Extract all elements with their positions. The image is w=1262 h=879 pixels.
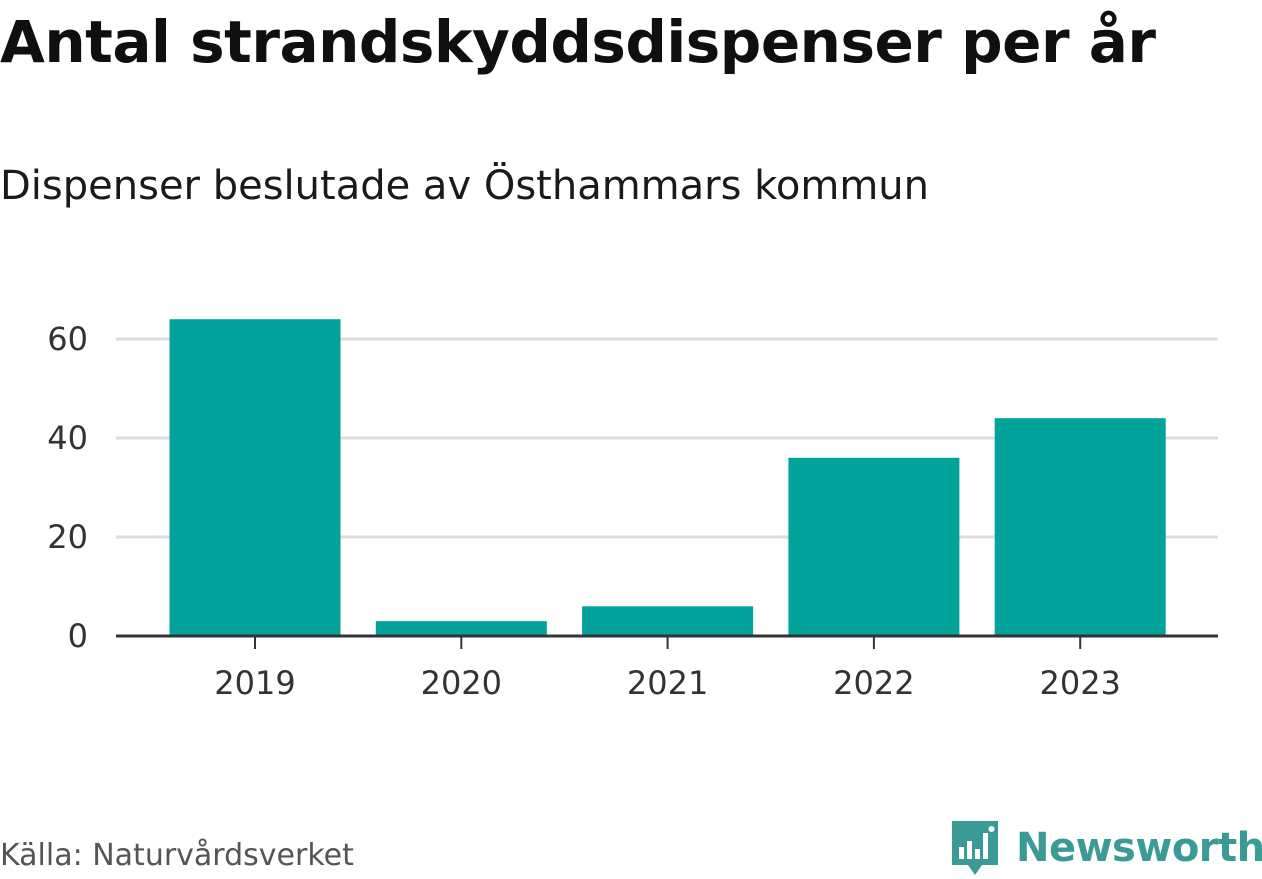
chart-title: Antal strandskyddsdispenser per år [0, 8, 1156, 76]
newsworthy-logo-icon [952, 821, 998, 875]
bar-2023 [994, 418, 1166, 636]
y-tick-label: 0 [68, 617, 88, 655]
bars [169, 319, 1166, 636]
y-tick-label: 60 [47, 320, 88, 358]
x-tick-label: 2023 [1039, 664, 1120, 702]
y-axis-ticks: 0 20 40 60 [47, 320, 88, 655]
chart-subtitle: Dispenser beslutade av Östhammars kommun [0, 163, 929, 209]
x-tick-label: 2022 [833, 664, 914, 702]
bar-2022 [788, 457, 960, 636]
x-axis-ticks: 2019 2020 2021 2022 2023 [214, 636, 1121, 702]
x-tick-label: 2019 [214, 664, 295, 702]
bar-chart: 0 20 40 60 2019 2020 2021 2022 2023 [47, 319, 1218, 702]
bar-2019 [169, 319, 341, 636]
brand-name: Newsworthy [1016, 825, 1262, 871]
y-tick-label: 40 [47, 419, 88, 457]
bar-2020 [375, 621, 547, 636]
bar-2021 [582, 606, 754, 636]
x-tick-label: 2020 [421, 664, 502, 702]
brand: Newsworthy [950, 818, 1262, 878]
y-tick-label: 20 [47, 518, 88, 556]
x-tick-label: 2021 [627, 664, 708, 702]
source-note: Källa: Naturvårdsverket [0, 838, 354, 873]
